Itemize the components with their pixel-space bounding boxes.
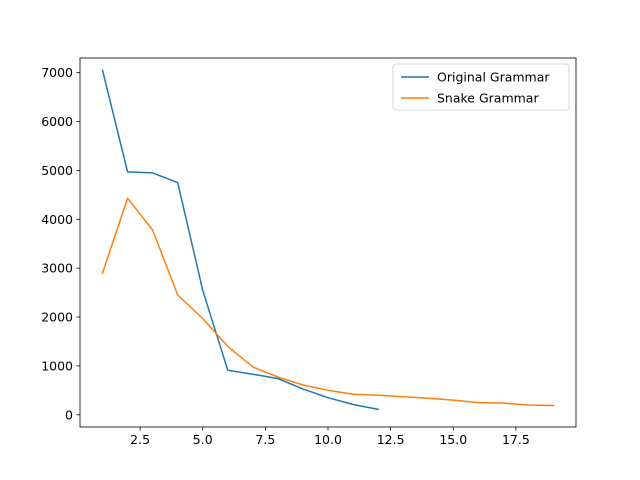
legend-label-2: Snake Grammar: [437, 91, 539, 106]
plot-lines: [101, 69, 555, 411]
x-tick-label: 7.5: [255, 432, 275, 447]
axes-frame: [79, 57, 577, 428]
series-line-2: [101, 197, 555, 407]
x-tick-label: 12.5: [377, 432, 405, 447]
legend-label-1: Original Grammar: [437, 70, 550, 85]
legend-box: [392, 63, 570, 111]
y-tick-label: 4000: [41, 212, 73, 227]
legend: Original Grammar Snake Grammar: [392, 63, 570, 111]
y-axis: 0 1000 2000 3000 4000 5000 6000 7000: [41, 65, 80, 422]
x-tick-label: 2.5: [130, 432, 150, 447]
x-tick-label: 5.0: [193, 432, 213, 447]
y-tick-label: 5000: [41, 163, 73, 178]
x-tick-label: 10.0: [314, 432, 342, 447]
y-tick-label: 2000: [41, 310, 73, 325]
x-axis: 2.5 5.0 7.5 10.0 12.5 15.0 17.5: [130, 427, 530, 447]
y-tick-label: 0: [65, 407, 73, 422]
x-tick-label: 17.5: [502, 432, 530, 447]
series-line-1: [101, 69, 379, 411]
y-tick-label: 7000: [41, 65, 73, 80]
x-tick-label: 15.0: [439, 432, 467, 447]
y-tick-label: 3000: [41, 261, 73, 276]
y-tick-label: 1000: [41, 358, 73, 373]
y-tick-label: 6000: [41, 114, 73, 129]
